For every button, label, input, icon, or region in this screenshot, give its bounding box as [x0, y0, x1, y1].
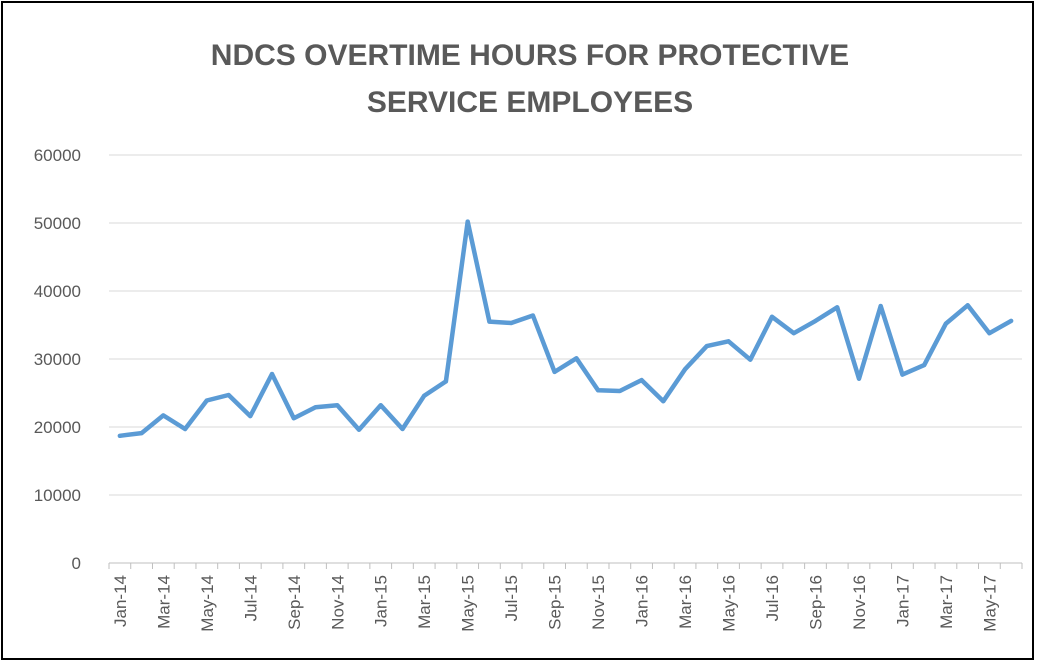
x-tick-label: Nov-15	[589, 575, 608, 630]
x-axis-tick-labels: Jan-14 Mar-14 May-14 Jul-14 Sep-14 Nov-14 Jan-…	[111, 575, 1000, 632]
x-tick-label: Mar-16	[676, 575, 695, 629]
data-point	[378, 403, 383, 408]
data-point	[639, 378, 644, 383]
x-tick-label: May-17	[980, 575, 999, 632]
x-tick-label: Nov-16	[850, 575, 869, 630]
data-point	[509, 320, 514, 325]
data-point	[183, 427, 188, 432]
y-tick-label: 30000	[34, 350, 81, 369]
data-point	[139, 431, 144, 436]
data-point	[487, 319, 492, 324]
series-line	[117, 219, 1014, 439]
data-point	[965, 303, 970, 308]
gridlines	[109, 154, 1022, 496]
x-tick-label: Sep-14	[285, 575, 304, 630]
x-tick-label: Mar-17	[937, 575, 956, 629]
data-point	[1009, 318, 1014, 323]
data-point	[835, 305, 840, 310]
y-tick-label: 0	[72, 554, 81, 573]
x-tick-label: Jul-14	[241, 575, 260, 621]
data-series	[117, 219, 1014, 439]
data-point	[204, 398, 209, 403]
x-tick-label: Mar-15	[415, 575, 434, 629]
x-axis	[108, 562, 1023, 569]
data-point	[552, 369, 557, 374]
data-point	[226, 393, 231, 398]
y-tick-label: 20000	[34, 418, 81, 437]
data-point	[291, 416, 296, 421]
x-tick-label: May-16	[720, 575, 739, 632]
data-point	[356, 427, 361, 432]
data-point	[400, 427, 405, 432]
data-point	[422, 393, 427, 398]
x-tick-label: Jan-15	[372, 575, 391, 627]
data-point	[574, 356, 579, 361]
x-tick-label: Jan-17	[893, 575, 912, 627]
x-tick-label: Jan-16	[633, 575, 652, 627]
data-point	[726, 339, 731, 344]
y-axis-tick-labels: 0 10000 20000 30000 40000 50000 60000	[34, 146, 81, 573]
data-point	[313, 405, 318, 410]
data-point	[443, 379, 448, 384]
data-point	[856, 376, 861, 381]
chart-title-line-2: SERVICE EMPLOYEES	[367, 86, 693, 119]
data-point	[987, 331, 992, 336]
data-point	[791, 331, 796, 336]
y-tick-label: 60000	[34, 146, 81, 165]
x-tick-label: May-15	[459, 575, 478, 632]
data-point	[270, 371, 275, 376]
data-point	[922, 363, 927, 368]
y-tick-label: 40000	[34, 282, 81, 301]
data-point	[748, 357, 753, 362]
data-point	[596, 388, 601, 393]
data-point	[161, 413, 166, 418]
data-point	[465, 219, 470, 224]
x-tick-label: Jul-16	[763, 575, 782, 621]
x-tick-label: Sep-16	[806, 575, 825, 630]
chart-title: NDCS OVERTIME HOURS FOR PROTECTIVE SERVI…	[211, 39, 849, 119]
data-point	[248, 414, 253, 419]
data-point	[683, 367, 688, 372]
data-point	[117, 433, 122, 438]
data-point	[661, 399, 666, 404]
x-tick-label: Jan-14	[111, 575, 130, 627]
y-tick-label: 10000	[34, 486, 81, 505]
x-tick-label: Nov-14	[328, 575, 347, 630]
data-point	[813, 318, 818, 323]
chart-title-line-1: NDCS OVERTIME HOURS FOR PROTECTIVE	[211, 39, 849, 72]
line-chart: NDCS OVERTIME HOURS FOR PROTECTIVE SERVI…	[34, 39, 1023, 632]
y-tick-label: 50000	[34, 214, 81, 233]
x-tick-label: Jul-15	[502, 575, 521, 621]
data-point	[530, 313, 535, 318]
data-point	[704, 344, 709, 349]
data-point	[335, 403, 340, 408]
data-point	[943, 321, 948, 326]
x-tick-label: Mar-14	[154, 575, 173, 629]
data-point	[900, 372, 905, 377]
data-point	[617, 388, 622, 393]
x-tick-label: May-14	[198, 575, 217, 632]
data-point	[770, 314, 775, 319]
data-point	[878, 303, 883, 308]
x-tick-label: Sep-15	[546, 575, 565, 630]
